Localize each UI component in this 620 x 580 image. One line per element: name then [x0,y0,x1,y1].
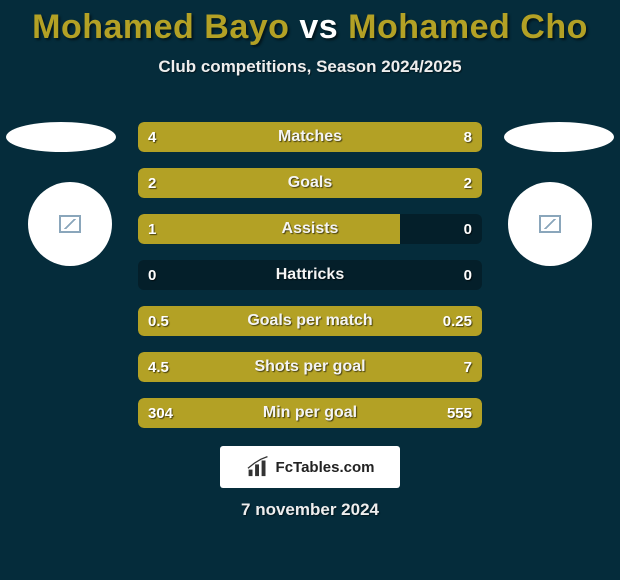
player1-ellipse [6,122,116,152]
stat-label: Goals [138,168,482,198]
fctables-logo: FcTables.com [220,446,400,488]
vs-label: vs [299,8,338,46]
stat-row: 10Assists [138,214,482,244]
player1-name: Mohamed Bayo [32,8,289,46]
player1-avatar [28,182,112,266]
stat-label: Goals per match [138,306,482,336]
image-placeholder-icon [539,215,561,233]
stat-row: 48Matches [138,122,482,152]
stat-label: Min per goal [138,398,482,428]
stat-row: 304555Min per goal [138,398,482,428]
stat-label: Matches [138,122,482,152]
comparison-title: Mohamed Bayo vs Mohamed Cho [0,0,620,47]
stat-row: 0.50.25Goals per match [138,306,482,336]
stat-label: Shots per goal [138,352,482,382]
subtitle: Club competitions, Season 2024/2025 [0,57,620,77]
chart-icon [246,456,272,478]
image-placeholder-icon [59,215,81,233]
date-label: 7 november 2024 [0,500,620,520]
stat-row: 22Goals [138,168,482,198]
stat-label: Assists [138,214,482,244]
stats-container: 48Matches 22Goals 10Assists 00Hattricks 0.50… [138,122,482,444]
stat-row: 4.57Shots per goal [138,352,482,382]
stat-label: Hattricks [138,260,482,290]
stat-row: 00Hattricks [138,260,482,290]
player2-name: Mohamed Cho [348,8,588,46]
player2-avatar [508,182,592,266]
player2-ellipse [504,122,614,152]
logo-text: FcTables.com [276,459,375,476]
